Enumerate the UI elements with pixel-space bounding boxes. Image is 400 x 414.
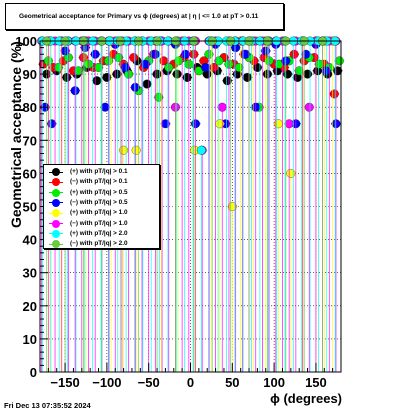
legend-label: (+) with pT/|q| > 1.0 bbox=[70, 209, 128, 217]
data-point bbox=[142, 79, 152, 89]
y-tick-label: 40 bbox=[23, 233, 37, 248]
legend-label: (+) with pT/|q| > 0.1 bbox=[70, 168, 128, 175]
data-point bbox=[273, 119, 283, 129]
data-point bbox=[321, 66, 331, 76]
y-tick-label: 80 bbox=[23, 100, 37, 115]
data-point bbox=[131, 145, 141, 155]
legend-item: (−) with pT/|q| > 2.0 bbox=[48, 239, 160, 249]
y-tick-label: 0 bbox=[30, 365, 37, 380]
data-point bbox=[47, 119, 57, 129]
data-point bbox=[181, 49, 190, 59]
legend-label: (−) with pT/|q| > 0.1 bbox=[70, 178, 128, 186]
legend-label: (−) with pT/|q| > 1.0 bbox=[70, 219, 128, 227]
legend-item: (+) with pT/|q| > 0.1 bbox=[48, 167, 160, 177]
x-tick-label: −100 bbox=[92, 375, 121, 390]
data-point bbox=[62, 72, 72, 82]
data-point bbox=[172, 69, 182, 79]
chart-title: Geometrical acceptance for Primary vs ϕ … bbox=[19, 13, 259, 20]
y-tick-label: 70 bbox=[23, 133, 37, 148]
y-tick-label: 30 bbox=[23, 266, 37, 281]
legend-item: (−) with pT/|q| > 0.1 bbox=[48, 177, 160, 187]
x-tick-label: 100 bbox=[263, 375, 285, 390]
y-tick-label: 100 bbox=[15, 34, 37, 49]
legend-marker bbox=[52, 219, 60, 228]
legend-item: (+) with pT/|q| > 0.5 bbox=[48, 188, 160, 198]
data-point bbox=[215, 119, 225, 129]
legend-item: (+) with pT/|q| > 2.0 bbox=[48, 229, 160, 239]
legend-marker bbox=[52, 168, 60, 176]
data-point bbox=[196, 145, 206, 155]
y-tick-label: 20 bbox=[23, 299, 37, 314]
data-point bbox=[214, 56, 224, 66]
legend-marker bbox=[52, 178, 60, 187]
legend-marker bbox=[52, 240, 60, 249]
y-axis-label: Geometrical acceptance (%) bbox=[8, 41, 24, 228]
legend-marker bbox=[52, 198, 60, 207]
data-point bbox=[120, 63, 130, 72]
x-axis-label: ϕ (degrees) bbox=[270, 391, 342, 406]
data-point bbox=[102, 72, 112, 82]
x-tick-label: 0 bbox=[187, 375, 194, 390]
data-point bbox=[129, 53, 139, 63]
data-point bbox=[92, 76, 102, 86]
y-tick-label: 50 bbox=[23, 200, 37, 215]
legend-label: (+) with pT/|q| > 0.5 bbox=[70, 188, 128, 196]
data-point bbox=[242, 72, 252, 82]
y-tick-label: 60 bbox=[23, 166, 37, 181]
legend-label: (+) with pT/|q| > 2.0 bbox=[70, 229, 128, 237]
data-point bbox=[286, 168, 296, 178]
y-tick-label: 10 bbox=[23, 332, 37, 347]
legend-marker bbox=[52, 229, 60, 238]
y-tick-label: 90 bbox=[23, 67, 37, 82]
legend-marker bbox=[52, 209, 60, 218]
timestamp: Fri Dec 13 07:35:52 2024 bbox=[4, 401, 91, 410]
data-point bbox=[304, 102, 314, 112]
x-tick-label: 150 bbox=[305, 375, 327, 390]
legend-marker bbox=[52, 188, 60, 197]
x-tick-label: −150 bbox=[50, 375, 79, 390]
x-tick-label: 50 bbox=[225, 375, 239, 390]
data-point bbox=[217, 102, 227, 112]
data-point bbox=[289, 49, 299, 59]
legend-item: (+) with pT/|q| > 1.0 bbox=[48, 208, 160, 218]
legend-item: (−) with pT/|q| > 0.5 bbox=[48, 198, 160, 208]
legend-label: (−) with pT/|q| > 2.0 bbox=[70, 240, 128, 248]
data-point bbox=[222, 76, 232, 86]
legend-item: (−) with pT/|q| > 1.0 bbox=[48, 219, 160, 229]
legend-label: (−) with pT/|q| > 0.5 bbox=[70, 198, 128, 206]
data-point bbox=[182, 72, 192, 82]
data-point bbox=[114, 53, 124, 63]
data-point bbox=[329, 89, 339, 99]
data-point bbox=[112, 69, 122, 79]
chart-legend: (+) with pT/|q| > 0.1 (−) with pT/|q| > 0… bbox=[43, 164, 160, 249]
data-point bbox=[314, 59, 324, 69]
chart-title-box: Geometrical acceptance for Primary vs ϕ … bbox=[5, 3, 284, 30]
x-tick-label: −50 bbox=[138, 375, 160, 390]
